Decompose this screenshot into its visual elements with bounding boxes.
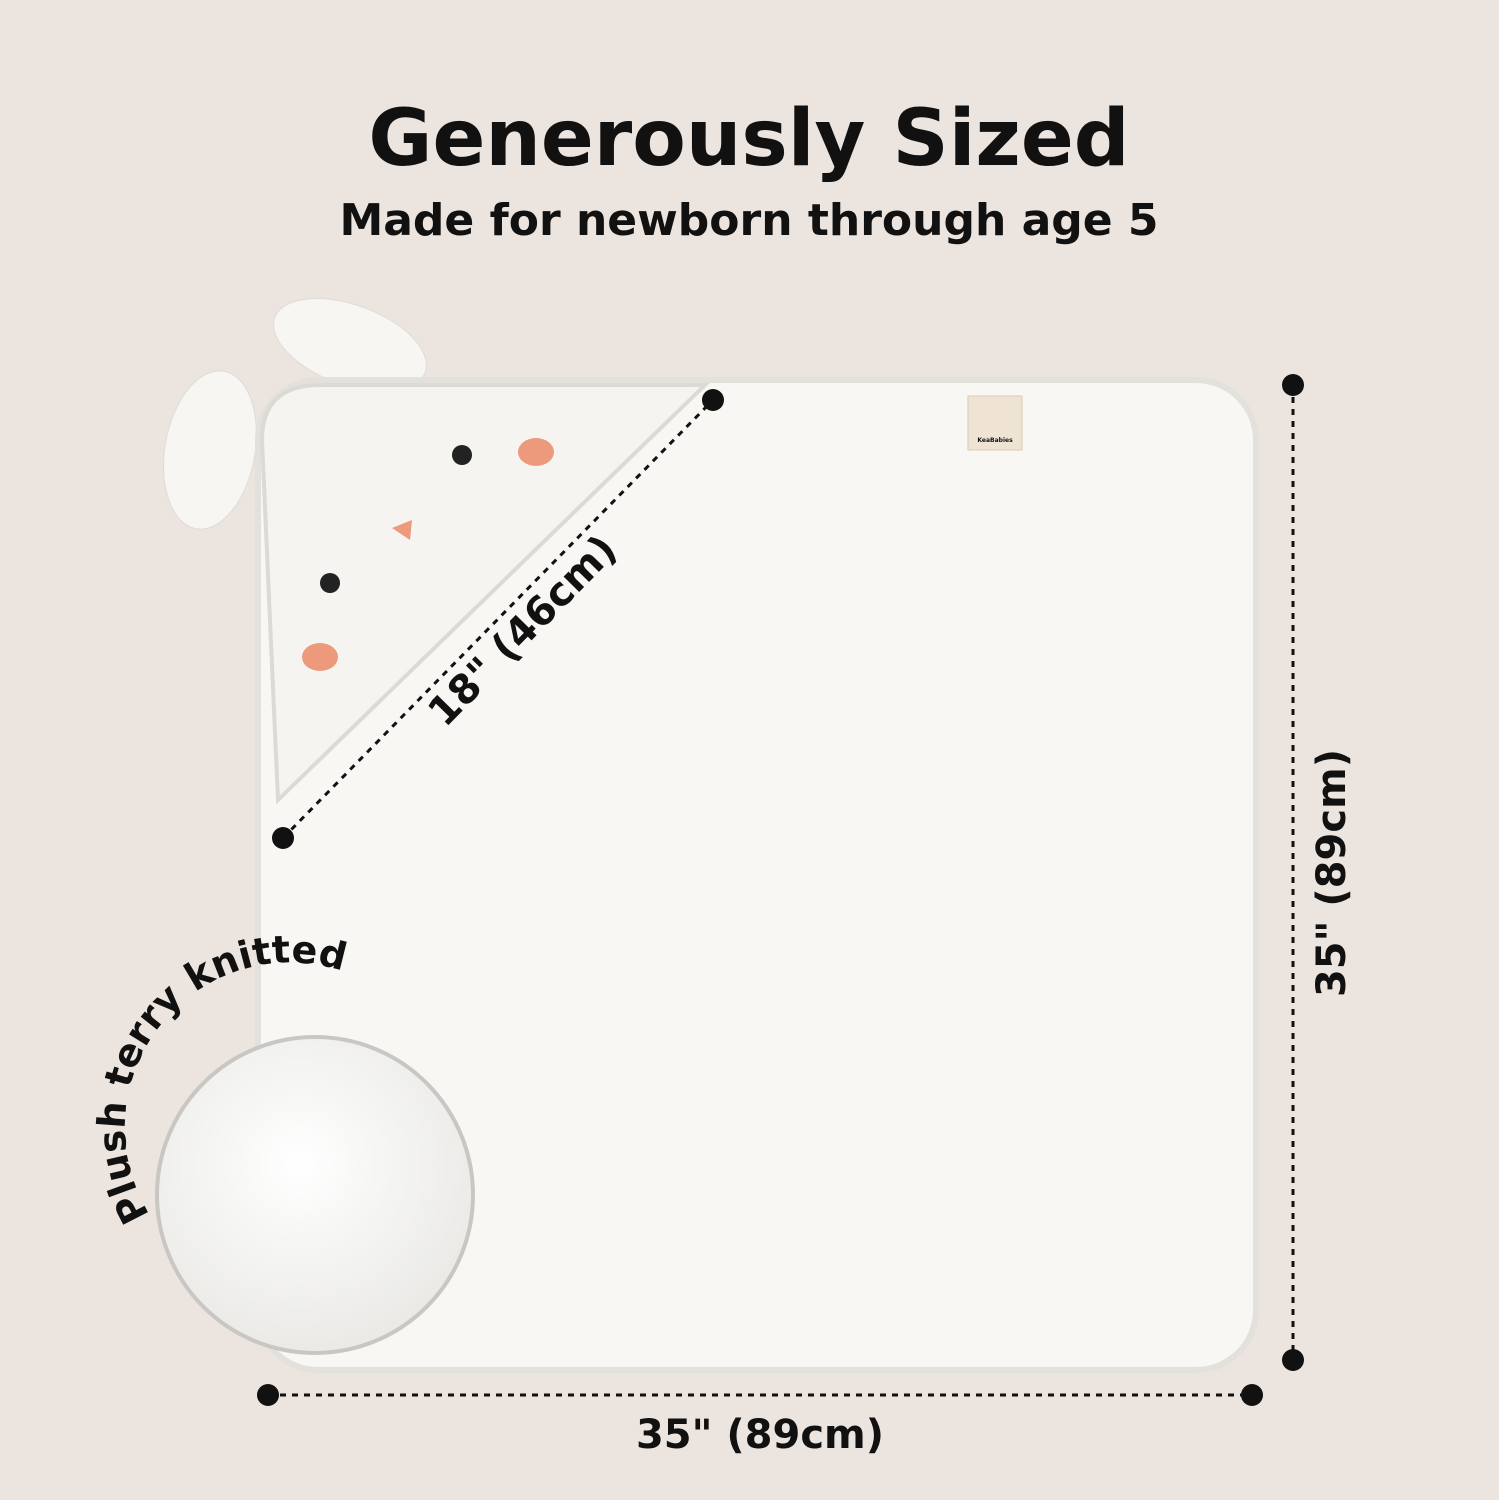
endpoint <box>702 389 724 411</box>
endpoint <box>272 827 294 849</box>
terry-closeup <box>155 1035 475 1355</box>
title: Generously Sized <box>368 94 1129 184</box>
brand-tag <box>967 395 1023 451</box>
brand-text: KeaBabies <box>977 437 1013 444</box>
endpoint <box>1282 1349 1304 1371</box>
height-label: 35" (89cm) <box>1309 749 1355 997</box>
towel <box>255 377 1259 1373</box>
width-label: 35" (89cm) <box>636 1412 884 1458</box>
bunny-ears <box>163 298 427 530</box>
subtitle: Made for newborn through age 5 <box>339 195 1158 246</box>
endpoint <box>257 1384 279 1406</box>
bunny-face <box>302 438 554 671</box>
endpoint <box>1282 374 1304 396</box>
hood <box>259 383 710 805</box>
endpoint <box>1241 1384 1263 1406</box>
